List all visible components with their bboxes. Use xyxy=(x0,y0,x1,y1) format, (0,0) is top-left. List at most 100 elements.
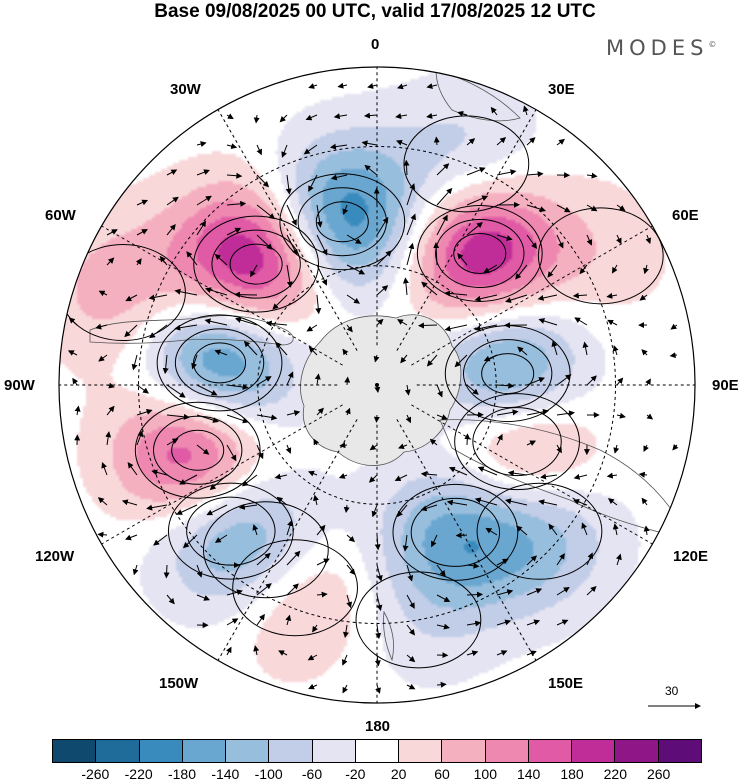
continent-new-zealand xyxy=(383,610,394,662)
wind-vector xyxy=(97,531,108,538)
wind-vector xyxy=(204,318,228,326)
wind-vector xyxy=(313,438,320,446)
wind-vector xyxy=(606,292,618,299)
wind-vector xyxy=(556,374,572,386)
lon-label-150w: 150W xyxy=(159,675,199,692)
wind-vector xyxy=(436,384,443,398)
wind-vector xyxy=(146,504,168,511)
wind-vector xyxy=(272,294,288,310)
wind-vector xyxy=(226,618,239,626)
wind-vector xyxy=(274,473,288,480)
lon-label-60e: 60E xyxy=(672,207,699,224)
wind-vector xyxy=(286,204,297,226)
wind-vector xyxy=(191,354,198,370)
wind-vector xyxy=(105,431,112,446)
wind-vector xyxy=(643,264,649,275)
wind-vector xyxy=(166,224,176,236)
colorbar-swatch xyxy=(615,740,659,762)
wind-vector xyxy=(182,534,198,549)
wind-vector xyxy=(163,564,170,579)
wind-vector xyxy=(586,552,593,566)
wind-vector xyxy=(313,494,319,506)
wind-vector xyxy=(616,377,624,386)
wind-vector xyxy=(279,114,288,123)
wind-vector xyxy=(616,204,626,211)
wind-vector xyxy=(455,532,468,539)
contour-line xyxy=(481,353,535,395)
contour-line xyxy=(435,218,525,288)
wind-vector xyxy=(556,234,564,249)
wind-vector xyxy=(496,409,519,416)
wind-vector xyxy=(226,172,243,179)
wind-vector xyxy=(226,444,237,462)
wind-vector xyxy=(586,234,593,246)
wind-vector xyxy=(446,499,468,506)
wind-vector xyxy=(436,214,448,236)
wind-vector xyxy=(672,443,679,451)
wind-vector xyxy=(490,106,498,116)
wind-vector xyxy=(496,169,517,176)
wind-vector xyxy=(346,294,360,304)
wind-vector xyxy=(586,375,597,386)
wind-vector xyxy=(68,317,78,326)
wind-vector xyxy=(344,376,351,386)
wind-vector xyxy=(466,650,479,657)
wind-vector xyxy=(346,324,353,333)
wind-vector xyxy=(376,318,384,326)
wind-vector xyxy=(436,163,450,176)
wind-vector xyxy=(505,498,528,506)
wind-vector xyxy=(343,504,350,514)
lon-label-60w: 60W xyxy=(45,207,76,224)
wind-vector xyxy=(196,220,207,236)
wind-vector xyxy=(474,497,498,506)
wind-vector xyxy=(98,290,108,297)
wind-vector xyxy=(214,253,228,266)
wind-vector xyxy=(375,624,382,640)
wind-vector xyxy=(226,589,243,596)
wind-vector xyxy=(574,317,588,326)
wind-vector xyxy=(402,534,409,552)
wind-vector xyxy=(196,444,210,455)
contour-line xyxy=(232,539,359,637)
wind-vector xyxy=(466,195,489,206)
map-boundary xyxy=(58,66,696,704)
wind-vector xyxy=(444,290,468,297)
continent-south-america xyxy=(89,315,294,346)
wind-vector xyxy=(466,591,484,598)
wind-vector xyxy=(286,519,293,536)
lon-label-30w: 30W xyxy=(170,81,201,98)
wind-vector xyxy=(148,294,168,301)
wind-vector xyxy=(639,294,648,301)
wind-vector xyxy=(241,474,258,487)
wind-vector xyxy=(606,472,618,479)
wind-vector xyxy=(406,594,415,609)
wind-vector xyxy=(417,322,438,329)
wind-vector xyxy=(256,444,264,460)
wind-vector xyxy=(573,499,588,506)
pole-marker xyxy=(375,383,379,387)
wind-vector xyxy=(474,294,498,302)
wind-vector xyxy=(316,524,326,536)
wind-vector xyxy=(256,613,265,626)
wind-vector xyxy=(526,234,538,249)
wind-vector xyxy=(342,204,349,216)
wind-vector xyxy=(206,504,228,516)
wind-vector xyxy=(485,527,498,536)
wind-vector xyxy=(106,257,115,266)
wind-vector xyxy=(496,137,507,146)
wind-vector xyxy=(436,564,446,577)
wind-vector xyxy=(285,174,292,195)
wind-vector xyxy=(196,141,207,147)
colorbar-tick: 260 xyxy=(646,766,671,782)
wind-vector xyxy=(398,443,408,450)
wind-vector xyxy=(196,195,212,206)
wind-vector xyxy=(256,414,278,421)
wind-vector xyxy=(124,324,138,338)
wind-vector xyxy=(166,196,179,206)
lon-label-90w: 90W xyxy=(4,377,35,394)
wind-vector xyxy=(496,558,509,566)
wind-vector xyxy=(522,105,529,116)
wind-vector xyxy=(214,534,228,543)
wind-vector xyxy=(226,384,249,390)
